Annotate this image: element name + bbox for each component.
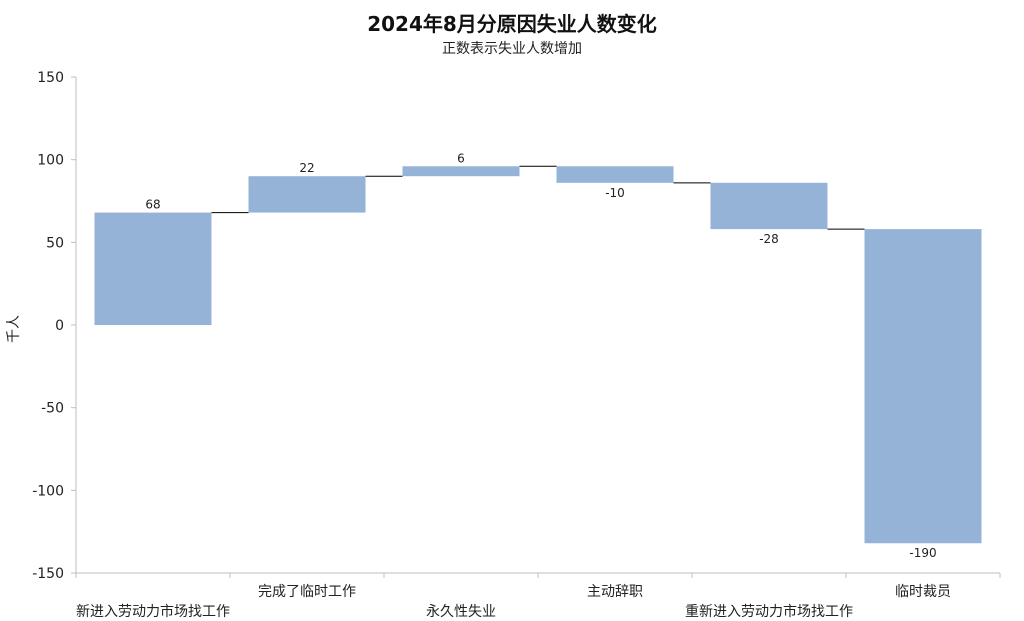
y-tick-label: -50: [41, 401, 64, 417]
bar-1: [94, 212, 212, 325]
y-tick-label: 100: [37, 153, 64, 169]
y-tick-label: -150: [32, 566, 64, 582]
category-label-3: 永久性失业: [426, 604, 496, 620]
category-label-1: 新进入劳动力市场找工作: [76, 603, 230, 620]
y-tick-label: 50: [46, 235, 64, 251]
data-label-2: 22: [299, 161, 314, 175]
category-label-5: 重新进入劳动力市场找工作: [685, 603, 853, 620]
category-label-6: 临时裁员: [895, 584, 951, 600]
category-label-2: 完成了临时工作: [258, 584, 356, 600]
bar-2: [248, 176, 366, 213]
data-label-4: -10: [605, 186, 625, 200]
y-tick-label: 150: [37, 70, 64, 86]
data-label-3: 6: [457, 151, 465, 165]
bar-4: [556, 166, 674, 183]
y-tick-label: 0: [55, 318, 64, 334]
chart-subtitle: 正数表示失业人数增加: [442, 41, 582, 57]
bar-6: [864, 229, 982, 544]
category-label-4: 主动辞职: [587, 584, 643, 600]
data-label-6: -190: [909, 546, 936, 560]
y-tick-label: -100: [32, 483, 64, 499]
data-label-1: 68: [145, 198, 160, 212]
data-label-5: -28: [759, 232, 779, 246]
y-axis-title: 千人: [6, 315, 22, 343]
bar-3: [402, 166, 520, 177]
bar-5: [710, 182, 828, 230]
chart-title: 2024年8月分原因失业人数变化: [367, 12, 657, 36]
